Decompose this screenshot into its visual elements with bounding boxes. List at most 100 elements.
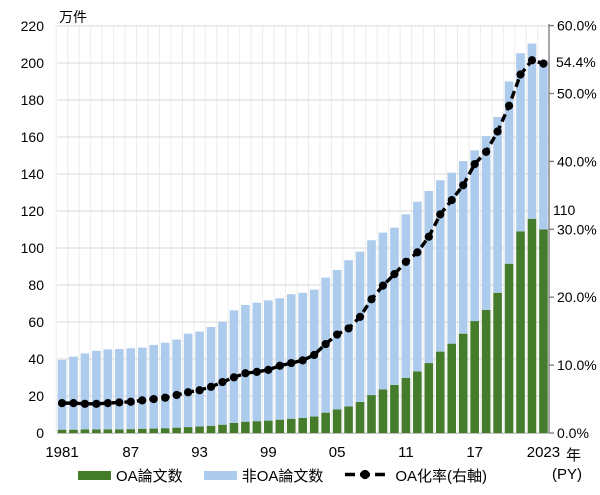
- bar-oa-1986: [115, 429, 124, 433]
- bar-nonoa-2018: [481, 136, 491, 310]
- bar-nonoa-2009: [378, 232, 388, 390]
- svg-text:160: 160: [21, 129, 45, 145]
- bar-oa-2000: [275, 419, 285, 433]
- bar-nonoa-1987: [126, 348, 136, 430]
- bar-nonoa-2006: [344, 260, 353, 407]
- oa-rate-point-2001: [287, 358, 296, 368]
- bar-oa-2003: [309, 416, 319, 433]
- svg-text:20.0%: 20.0%: [557, 289, 597, 305]
- svg-text:05: 05: [329, 444, 346, 461]
- oa-rate-point-1985: [103, 399, 112, 408]
- bar-nonoa-2001: [286, 294, 296, 419]
- oa-rate-point-2006: [344, 324, 353, 333]
- svg-text:40.0%: 40.0%: [557, 153, 597, 169]
- bar-oa-2008: [367, 395, 376, 433]
- oa-rate-point-1993: [195, 386, 204, 395]
- bar-nonoa-2013: [424, 191, 434, 364]
- svg-text:50.0%: 50.0%: [557, 86, 597, 102]
- svg-text:100: 100: [21, 240, 45, 256]
- oa-rate-point-2018: [482, 147, 491, 156]
- oa-swatch-icon: [78, 471, 111, 480]
- legend-label-oa: OA論文数: [116, 468, 183, 485]
- bar-oa-1994: [206, 425, 216, 433]
- svg-text:120: 120: [21, 203, 45, 219]
- oa-rate-point-1992: [183, 388, 193, 397]
- svg-text:200: 200: [21, 55, 45, 71]
- svg-text:30.0%: 30.0%: [557, 221, 597, 237]
- bar-nonoa-1989: [149, 344, 159, 429]
- bar-nonoa-2011: [401, 214, 411, 378]
- svg-text:0: 0: [36, 425, 44, 441]
- bar-nonoa-2023: [539, 60, 548, 230]
- bar-nonoa-2010: [390, 227, 399, 385]
- bar-oa-2016: [458, 333, 468, 433]
- bar-oa-2006: [344, 406, 353, 433]
- bar-nonoa-1990: [160, 342, 170, 429]
- bar-oa-2022: [527, 218, 537, 433]
- svg-text:20: 20: [28, 388, 44, 404]
- oa-rate-point-1996: [229, 373, 239, 382]
- dashed-line-dot-icon: [344, 467, 390, 484]
- bar-nonoa-2000: [275, 298, 285, 420]
- legend-item-oa: OA論文数: [78, 465, 183, 486]
- bar-nonoa-2007: [355, 251, 365, 402]
- bar-nonoa-2016: [458, 161, 468, 334]
- oa-rate-point-1994: [206, 382, 216, 391]
- x-axis-title: 年: [566, 447, 582, 464]
- bar-oa-2019: [493, 292, 502, 433]
- bar-oa-1993: [195, 426, 204, 433]
- oa-rate-point-2009: [378, 281, 388, 290]
- oa-rate-point-2023: [539, 59, 548, 68]
- bar-oa-1996: [229, 422, 239, 433]
- svg-text:11: 11: [398, 444, 414, 461]
- bar-oa-1990: [160, 428, 170, 433]
- bar-nonoa-1986: [115, 349, 124, 430]
- oa-rate-point-1982: [69, 399, 78, 408]
- oa-rate-point-2003: [310, 350, 319, 360]
- right-axis-tick-labels: 0.0% 10.0% 20.0% 30.0% 40.0% 50.0% 60.0%: [557, 18, 597, 441]
- oa-rate-point-2008: [367, 295, 376, 304]
- oa-rate-point-2015: [447, 196, 456, 205]
- bar-nonoa-1988: [137, 347, 147, 429]
- oa-rate-point-1988: [138, 396, 147, 405]
- oa-rate-point-2016: [459, 181, 468, 190]
- bar-nonoa-1993: [195, 331, 204, 427]
- bar-nonoa-1999: [264, 300, 273, 421]
- svg-text:99: 99: [260, 444, 277, 461]
- oa-rate-point-1987: [126, 397, 135, 406]
- left-axis-unit-label: 万件: [59, 9, 87, 25]
- bar-nonoa-2008: [367, 240, 376, 396]
- bar-oa-1985: [103, 429, 113, 433]
- bar-oa-1998: [252, 421, 262, 433]
- bar-oa-1997: [241, 421, 250, 433]
- bar-nonoa-1996: [229, 310, 239, 423]
- vertical-gridlines: [55, 26, 539, 433]
- bar-oa-2007: [355, 401, 365, 433]
- bar-oa-2023: [539, 229, 548, 433]
- legend-label-rate: OA化率(右軸): [395, 468, 488, 485]
- legend-label-nonoa: 非OA論文数: [241, 468, 324, 485]
- bar-oa-1999: [264, 420, 273, 433]
- bar-nonoa-1991: [172, 339, 181, 428]
- bar-oa-2002: [298, 418, 308, 433]
- bar-nonoa-1982: [69, 356, 78, 430]
- bar-oa-2020: [504, 263, 514, 433]
- oa-rate-point-1989: [149, 394, 158, 404]
- oa-rate-point-2004: [321, 339, 330, 349]
- bar-nonoa-1992: [183, 333, 193, 428]
- left-axis-tick-labels: 0 20 40 60 80 100 120 140 160 180 200 220: [21, 18, 45, 441]
- svg-text:180: 180: [21, 92, 45, 108]
- bar-nonoa-2015: [447, 172, 457, 344]
- bar-oa-2021: [516, 231, 525, 433]
- x-axis-subtitle: (PY): [552, 466, 582, 483]
- bar-oa-2017: [470, 321, 479, 433]
- bar-oa-1992: [183, 427, 193, 433]
- bar-nonoa-1983: [80, 353, 90, 430]
- annotation-oa-rate-2023: 54.4%: [556, 54, 596, 70]
- oa-rate-point-2017: [470, 160, 479, 169]
- bar-oa-2001: [286, 418, 296, 433]
- bar-nonoa-1998: [252, 302, 262, 422]
- svg-text:80: 80: [28, 277, 44, 293]
- bar-nonoa-2014: [435, 180, 445, 352]
